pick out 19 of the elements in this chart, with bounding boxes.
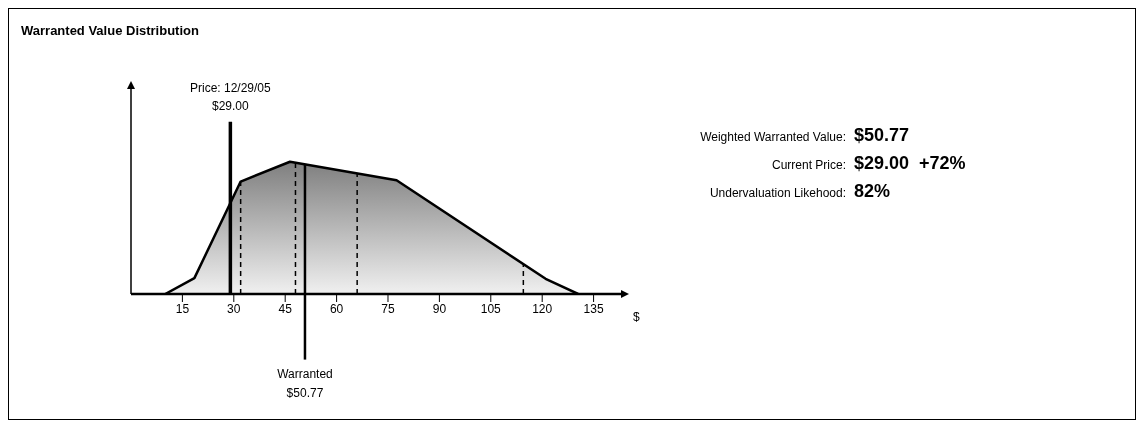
x-tick-label: 120 bbox=[532, 301, 553, 316]
text: $29.00 +72% bbox=[854, 153, 966, 174]
x-axis-title: $ bbox=[633, 310, 640, 325]
x-tick-label: 90 bbox=[432, 301, 447, 316]
text: 82% bbox=[854, 181, 891, 202]
ref-line-label: Warranted $50.77 bbox=[277, 366, 333, 400]
x-tick-label: 105 bbox=[480, 301, 502, 316]
text: $50.77 bbox=[854, 125, 910, 146]
text: Undervaluation Likehood: bbox=[708, 186, 847, 200]
x-tick-label: 135 bbox=[583, 301, 604, 316]
x-tick-label: 45 bbox=[278, 301, 293, 316]
text: Weighted Warranted Value: bbox=[699, 130, 847, 144]
x-tick-label: 60 bbox=[329, 301, 344, 316]
text: Current Price: bbox=[770, 158, 847, 172]
x-tick-label: 30 bbox=[227, 301, 241, 316]
x-tick-label: 75 bbox=[381, 301, 395, 316]
ref-line-label: Price: 12/29/05 $29.00 bbox=[190, 80, 272, 113]
x-tick-label: 15 bbox=[175, 301, 190, 316]
chart-title: Warranted Value Distribution bbox=[21, 23, 199, 38]
